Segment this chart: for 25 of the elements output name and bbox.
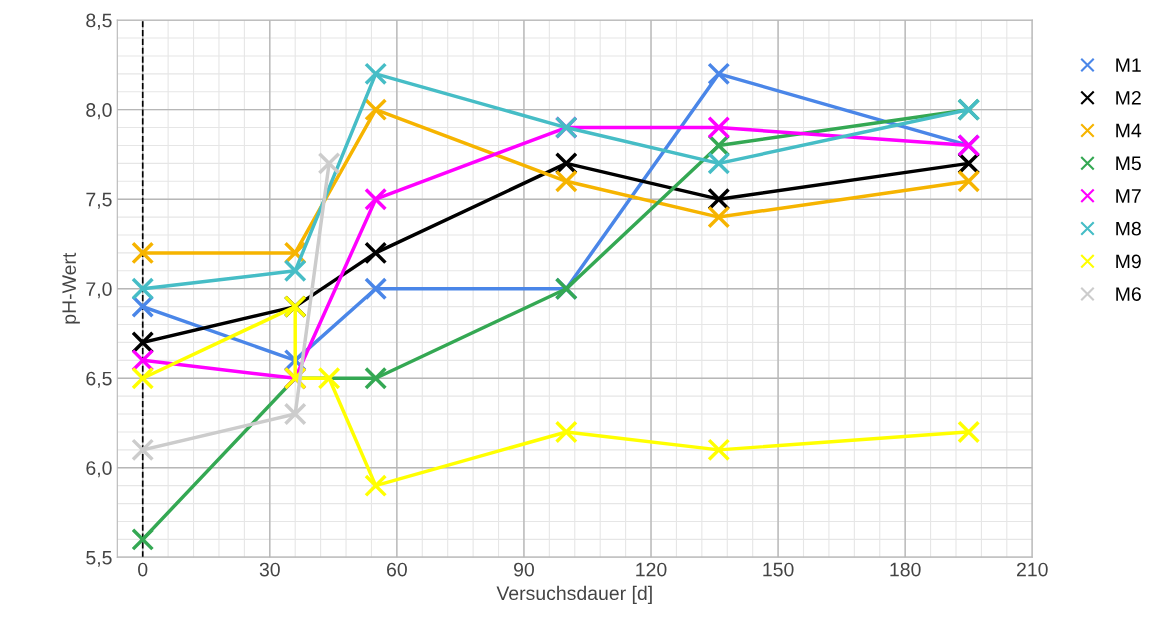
legend-label: M7 [1116,189,1141,203]
y-tick-label: 6,0 [86,461,112,478]
x-tick-label: 180 [890,562,921,577]
legend-label: M2 [1116,90,1141,105]
y-tick-label: 5,5 [86,550,112,567]
legend-label: M1 [1116,58,1141,72]
x-axis-title: Versuchsdauer [d] [496,585,652,604]
x-tick-label: 150 [763,562,794,577]
y-tick-label: 6,5 [86,371,112,388]
x-tick-label: 90 [514,562,534,577]
legend-label: M9 [1116,254,1141,269]
y-tick-label: 8,0 [86,103,112,120]
legend-label: M4 [1116,123,1142,138]
legend-label: M6 [1116,287,1141,301]
x-tick-label: 0 [138,562,148,577]
x-tick-label: 30 [259,562,280,577]
legend-label: M5 [1116,156,1141,171]
y-tick-label: 8,5 [86,13,112,30]
legend-label: M8 [1116,221,1141,236]
y-tick-label: 7,0 [86,282,112,299]
y-tick-label: 7,5 [86,192,112,209]
x-tick-label: 210 [1017,562,1048,577]
x-tick-label: 60 [387,562,407,577]
x-tick-label: 120 [636,562,667,577]
y-axis-title: pH-Wert [62,252,80,324]
